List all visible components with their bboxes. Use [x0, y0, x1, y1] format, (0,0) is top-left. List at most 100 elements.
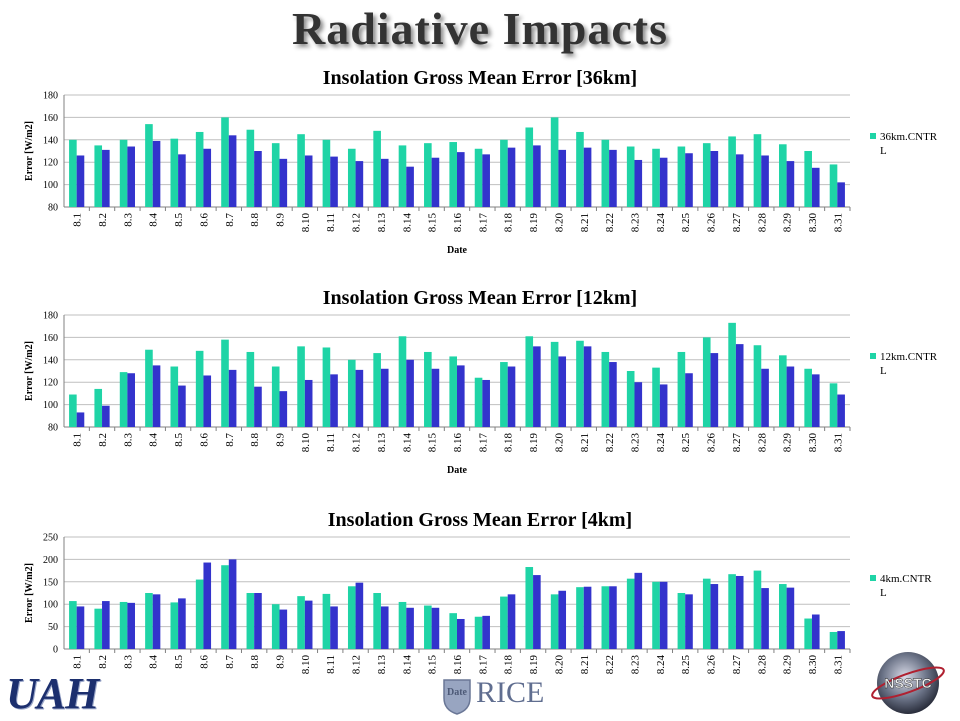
- bar-series-1: [550, 341, 559, 427]
- bar-series-1: [373, 353, 381, 427]
- bar-series-2: [811, 614, 820, 649]
- bar-series-1: [677, 593, 686, 649]
- x-tick-label: 8.2: [97, 433, 109, 447]
- x-tick-label: 8.20: [553, 213, 565, 233]
- bar-series-1: [525, 336, 534, 427]
- y-tick-label: 100: [43, 180, 58, 191]
- bar-series-1: [449, 356, 457, 427]
- x-tick-label: 8.7: [224, 655, 236, 669]
- bar-series-2: [786, 366, 795, 427]
- x-tick-label: 8.9: [275, 655, 287, 669]
- x-tick-label: 8.11: [325, 655, 337, 674]
- x-tick-label: 8.27: [731, 655, 743, 675]
- uah-logo: UAH: [6, 669, 99, 718]
- x-tick-label: 8.15: [427, 213, 439, 233]
- x-tick-label: 8.3: [122, 655, 134, 669]
- x-tick-label: 8.5: [173, 213, 185, 227]
- x-tick-label: 8.3: [122, 433, 134, 447]
- y-tick-label: 80: [48, 203, 58, 214]
- y-tick-label: 200: [43, 555, 58, 566]
- y-tick-label: 180: [43, 91, 58, 102]
- x-tick-label: 8.28: [756, 433, 768, 453]
- y-tick-label: 140: [43, 135, 58, 146]
- bar-series-1: [804, 151, 812, 207]
- x-tick-label: 8.4: [148, 655, 160, 669]
- bar-series-1: [398, 145, 407, 207]
- bar-series-2: [431, 368, 440, 427]
- bar-series-2: [558, 356, 567, 427]
- x-tick-label: 8.31: [832, 213, 844, 232]
- chart-title: Insolation Gross Mean Error [4km]: [328, 509, 632, 531]
- x-tick-label: 8.23: [629, 655, 641, 675]
- x-tick-label: 8.25: [680, 213, 692, 233]
- bar-series-1: [626, 371, 635, 427]
- bar-series-2: [507, 147, 516, 207]
- bar-series-2: [507, 366, 516, 427]
- bar-series-2: [203, 148, 212, 207]
- bar-series-2: [102, 149, 110, 207]
- bar-series-1: [221, 117, 229, 207]
- bar-series-1: [145, 124, 153, 207]
- x-tick-label: 8.14: [401, 433, 413, 453]
- bar-series-2: [254, 151, 262, 207]
- bar-series-2: [457, 152, 465, 207]
- x-tick-label: 8.9: [275, 213, 287, 227]
- bar-series-2: [558, 590, 567, 649]
- x-tick-label: 8.9: [275, 433, 287, 447]
- x-tick-label: 8.4: [148, 433, 160, 447]
- bar-series-1: [449, 613, 457, 649]
- y-tick-label: 140: [43, 355, 58, 366]
- bar-series-2: [533, 346, 541, 427]
- bar-series-1: [550, 117, 559, 207]
- bar-series-1: [424, 605, 432, 649]
- bar-series-2: [178, 154, 186, 207]
- y-tick-label: 180: [43, 311, 58, 322]
- bar-series-1: [347, 586, 356, 649]
- x-axis-title: Date: [447, 465, 468, 476]
- x-tick-label: 8.5: [173, 433, 185, 447]
- x-tick-label: 8.19: [528, 655, 540, 675]
- bar-series-2: [482, 154, 490, 207]
- bar-series-1: [677, 351, 686, 427]
- x-tick-label: 8.28: [756, 213, 768, 233]
- bar-series-2: [558, 149, 567, 207]
- x-tick-label: 8.24: [655, 655, 667, 675]
- bar-series-1: [601, 351, 610, 427]
- bar-series-2: [609, 362, 617, 427]
- bar-series-2: [609, 586, 617, 649]
- bar-series-1: [69, 394, 77, 427]
- y-axis-title: Error [W/m2]: [24, 563, 35, 623]
- y-axis-title: Error [W/m2]: [24, 341, 35, 401]
- x-tick-label: 8.29: [782, 655, 794, 675]
- bar-series-1: [297, 134, 305, 207]
- x-tick-label: 8.26: [706, 433, 718, 453]
- bar-series-1: [373, 130, 381, 207]
- bar-series-2: [533, 145, 541, 207]
- bar-series-1: [347, 359, 356, 427]
- bar-series-1: [398, 336, 407, 427]
- bar-series-2: [482, 615, 490, 649]
- bar-series-1: [500, 362, 508, 427]
- x-tick-label: 8.21: [579, 213, 591, 232]
- x-tick-label: 8.11: [325, 213, 337, 232]
- y-tick-label: 0: [53, 645, 58, 656]
- x-tick-label: 8.19: [528, 213, 540, 233]
- legend-label: 36km.CNTR L: [880, 131, 938, 157]
- bar-series-2: [659, 581, 668, 649]
- bar-series-2: [406, 166, 414, 207]
- bar-series-1: [652, 148, 660, 207]
- bar-series-2: [837, 394, 845, 427]
- bar-series-2: [152, 140, 161, 207]
- x-tick-label: 8.26: [706, 655, 718, 675]
- x-tick-label: 8.1: [72, 213, 84, 227]
- bar-series-1: [702, 578, 711, 649]
- bar-series-2: [406, 359, 414, 427]
- x-tick-label: 8.16: [452, 433, 464, 453]
- bar-series-2: [482, 379, 490, 427]
- bar-series-2: [710, 151, 719, 207]
- bar-series-1: [246, 351, 255, 427]
- x-tick-label: 8.1: [72, 655, 84, 669]
- y-tick-label: 100: [43, 400, 58, 411]
- y-tick-label: 160: [43, 333, 58, 344]
- x-tick-label: 8.6: [198, 655, 210, 669]
